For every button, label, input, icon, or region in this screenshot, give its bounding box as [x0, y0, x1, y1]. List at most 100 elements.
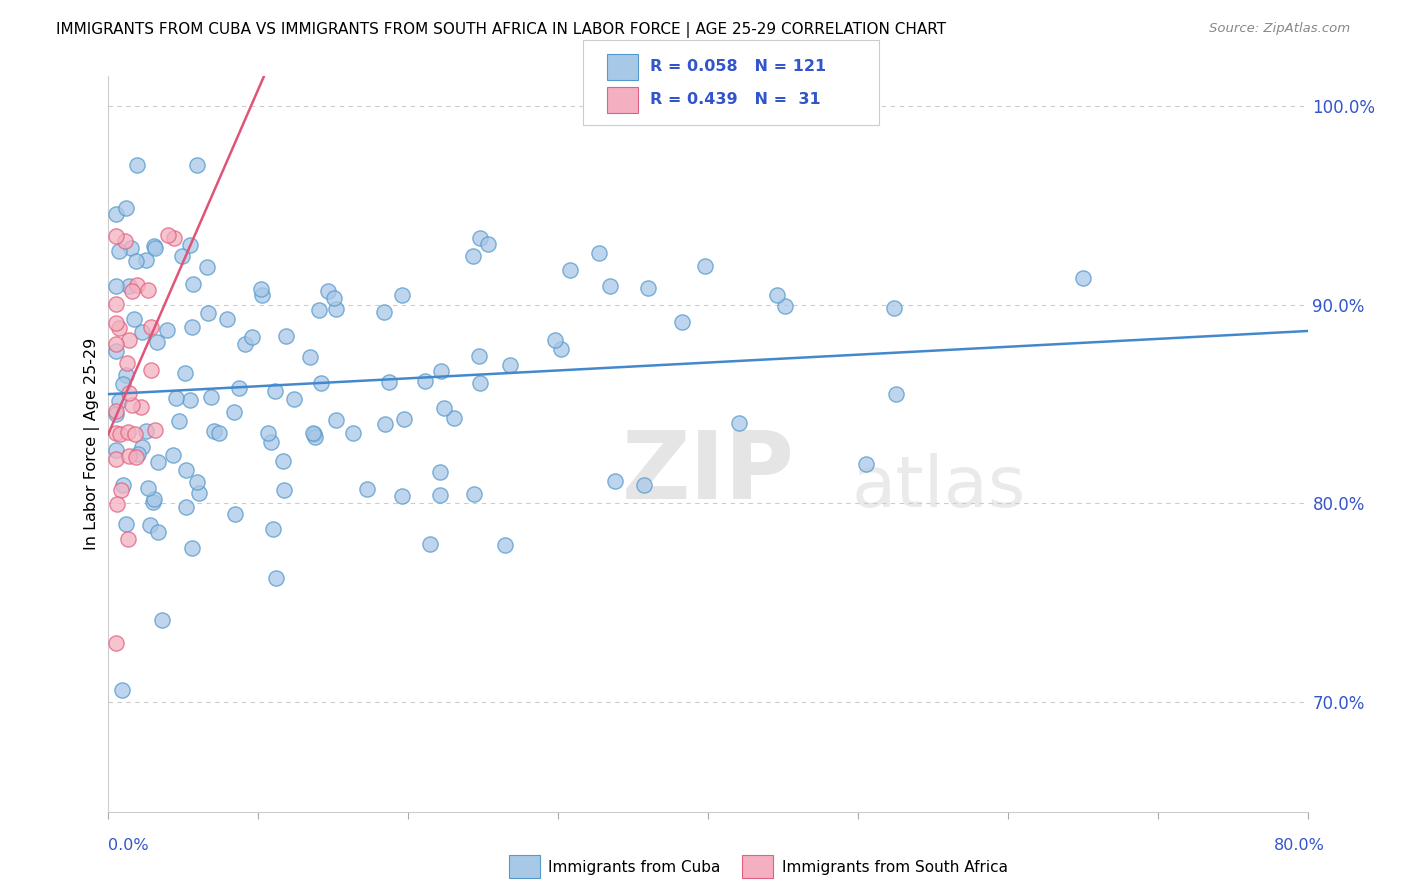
Point: [271, 454, 294, 468]
Text: 80.0%: 80.0%: [1274, 838, 1324, 854]
Point: [115, 201, 138, 215]
Point: [156, 323, 179, 337]
Point: [302, 426, 325, 441]
Point: [316, 284, 339, 298]
Point: [104, 635, 127, 649]
Point: [135, 253, 157, 268]
Text: atlas: atlas: [852, 453, 1026, 523]
Point: [121, 284, 143, 298]
Point: [468, 231, 491, 245]
Point: [110, 483, 132, 497]
Point: [174, 500, 197, 514]
Point: [429, 488, 451, 502]
Point: [262, 522, 284, 536]
Point: [304, 430, 326, 444]
Point: [104, 426, 127, 441]
Point: [143, 492, 166, 507]
Point: [884, 387, 907, 401]
Point: [257, 425, 280, 440]
Point: [105, 207, 128, 221]
Point: [117, 425, 139, 439]
Point: [222, 405, 245, 419]
Point: [228, 381, 250, 395]
Point: [250, 288, 273, 302]
Point: [108, 320, 131, 334]
Point: [114, 516, 136, 531]
Point: [233, 337, 256, 351]
Point: [104, 228, 127, 243]
Point: [200, 390, 222, 404]
Point: [544, 333, 567, 347]
Point: [325, 412, 347, 426]
Point: [637, 281, 659, 295]
Point: [125, 158, 148, 172]
Point: [443, 411, 465, 425]
Text: Immigrants from Cuba: Immigrants from Cuba: [548, 860, 721, 874]
Point: [463, 487, 485, 501]
Point: [186, 475, 208, 490]
Point: [110, 426, 132, 441]
Point: [633, 478, 655, 492]
Point: [477, 237, 499, 252]
Point: [112, 377, 135, 392]
Text: R = 0.058   N = 121: R = 0.058 N = 121: [650, 60, 825, 74]
Point: [114, 368, 136, 383]
Point: [276, 329, 298, 343]
Point: [558, 262, 581, 277]
Point: [419, 537, 441, 551]
Point: [588, 246, 610, 260]
Point: [181, 277, 204, 291]
Point: [131, 325, 153, 339]
Point: [499, 358, 522, 372]
Text: R = 0.439   N =  31: R = 0.439 N = 31: [650, 93, 820, 107]
Point: [131, 440, 153, 454]
Point: [143, 241, 166, 255]
Point: [135, 425, 157, 439]
Point: [104, 407, 127, 421]
Point: [104, 278, 127, 293]
Point: [250, 282, 273, 296]
Point: [208, 425, 231, 440]
Point: [283, 392, 305, 406]
Point: [104, 317, 127, 331]
Point: [163, 231, 186, 245]
Point: [172, 249, 194, 263]
Point: [111, 683, 134, 698]
Point: [104, 343, 127, 358]
Point: [146, 524, 169, 539]
Point: [118, 449, 141, 463]
Point: [115, 356, 138, 370]
Point: [179, 237, 201, 252]
Point: [104, 442, 127, 457]
Point: [174, 366, 197, 380]
Point: [468, 376, 491, 391]
Point: [174, 463, 197, 477]
Point: [467, 349, 489, 363]
Point: [224, 507, 246, 521]
Point: [773, 299, 796, 313]
Point: [105, 497, 128, 511]
Point: [550, 342, 572, 356]
Text: ZIP: ZIP: [621, 427, 794, 519]
Point: [599, 279, 621, 293]
Point: [118, 333, 141, 347]
Text: Immigrants from South Africa: Immigrants from South Africa: [782, 860, 1008, 874]
Point: [259, 434, 281, 449]
Point: [433, 401, 456, 415]
Point: [728, 416, 751, 430]
Point: [342, 425, 364, 440]
Point: [139, 517, 162, 532]
Point: [142, 239, 165, 253]
Point: [215, 312, 238, 326]
Point: [187, 485, 209, 500]
Point: [671, 315, 693, 329]
Point: [695, 260, 717, 274]
Point: [104, 404, 127, 418]
Point: [179, 393, 201, 408]
Point: [127, 447, 149, 461]
Point: [125, 278, 148, 293]
Point: [148, 455, 170, 469]
Point: [114, 234, 136, 248]
Point: [156, 227, 179, 242]
Point: [373, 305, 395, 319]
